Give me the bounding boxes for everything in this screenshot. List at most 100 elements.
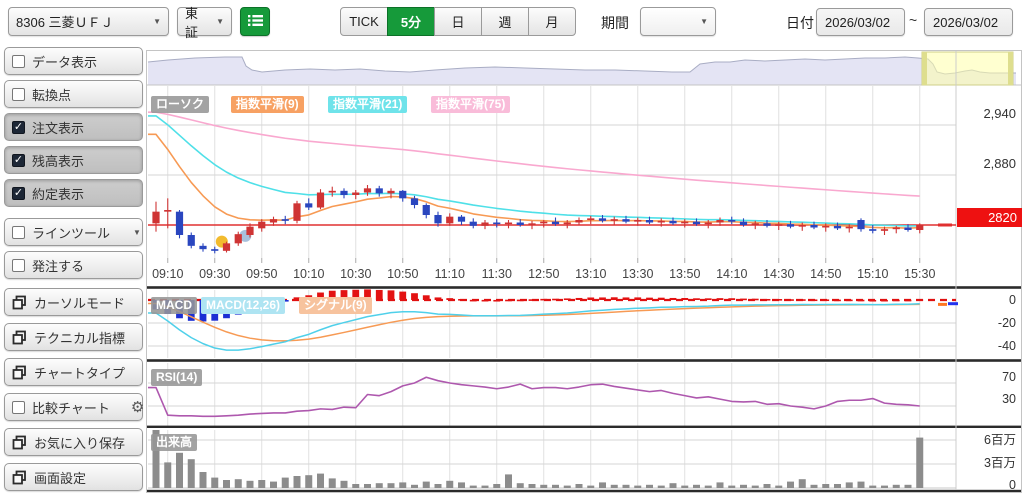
panel-separator	[147, 286, 1021, 289]
sidebar-item-label: お気に入り保存	[34, 435, 126, 451]
legend-main-2: 指数平滑(21)	[328, 96, 408, 113]
ema21-line	[148, 115, 920, 227]
svg-text:10:50: 10:50	[387, 267, 418, 281]
period-selector[interactable]: ▼	[640, 7, 716, 36]
svg-text:09:10: 09:10	[152, 267, 183, 281]
sidebar-item-chart-type[interactable]: チャートタイプ	[4, 358, 143, 386]
checkbox-icon[interactable]: ✓	[12, 186, 25, 200]
sidebar-item-cursor-mode[interactable]: カーソルモード	[4, 288, 143, 316]
date-from-input[interactable]: 2026/03/02	[816, 8, 905, 36]
sidebar-item-label: チャートタイプ	[34, 365, 125, 381]
legend-main-3: 指数平滑(75)	[431, 96, 511, 113]
panel-separator	[147, 359, 1021, 362]
svg-text:10:10: 10:10	[293, 267, 324, 281]
sidebar-item-execution-display[interactable]: ✓ 約定表示	[4, 179, 143, 207]
timeframe-5min[interactable]: 5分	[387, 7, 435, 36]
legend-main-1: 指数平滑(9)	[231, 96, 304, 113]
checkbox-icon[interactable]	[12, 87, 25, 101]
sidebar: データ表示転換点 ✓ 注文表示 ✓ 残高表示 ✓ 約定表示ラインツール ▼ 発注するカーソルモー…	[0, 44, 146, 499]
svg-text:-40: -40	[998, 339, 1016, 353]
list-icon	[247, 13, 264, 31]
date-to-input[interactable]: 2026/03/02	[924, 8, 1013, 36]
checkbox-icon[interactable]	[12, 258, 25, 272]
sidebar-item-line-tool[interactable]: ラインツール ▼	[4, 218, 143, 246]
svg-text:3百万: 3百万	[984, 456, 1016, 470]
svg-text:2,880: 2,880	[983, 156, 1016, 171]
chevron-down-icon: ▼	[153, 17, 161, 26]
chevron-down-icon: ▼	[216, 17, 224, 26]
timeframe-month[interactable]: 月	[528, 7, 576, 36]
sidebar-item-technical-indicator[interactable]: テクニカル指標	[4, 323, 143, 351]
sidebar-item-turning-point[interactable]: 転換点	[4, 80, 143, 108]
svg-text:15:30: 15:30	[904, 267, 935, 281]
layers-icon	[12, 330, 27, 345]
timeframe-tick[interactable]: TICK	[340, 7, 388, 36]
sidebar-item-order-display[interactable]: ✓ 注文表示	[4, 113, 143, 141]
gear-icon[interactable]: ⚙	[130, 398, 145, 416]
stock-list-button[interactable]	[240, 7, 270, 36]
svg-text:13:10: 13:10	[575, 267, 606, 281]
chevron-down-icon: ▼	[700, 17, 708, 26]
volume-panel	[152, 430, 924, 488]
checkbox-icon[interactable]	[12, 54, 25, 68]
sidebar-item-data-display[interactable]: データ表示	[4, 47, 143, 75]
checkbox-icon[interactable]	[12, 225, 25, 239]
checkbox-icon[interactable]: ✓	[12, 120, 25, 134]
legend-macd-0: MACD	[151, 297, 197, 314]
chevron-down-icon[interactable]: ▼	[133, 227, 141, 237]
layers-icon	[12, 365, 27, 380]
sidebar-item-label: ラインツール	[32, 225, 111, 241]
legend-macd-2: シグナル(9)	[299, 297, 372, 314]
ema9-line	[148, 133, 920, 229]
ema75-line	[148, 111, 920, 197]
svg-text:6百万: 6百万	[984, 433, 1016, 447]
navigator-selection[interactable]	[921, 51, 1014, 86]
sidebar-item-label: 残高表示	[32, 153, 85, 169]
candlestick-layer	[152, 185, 924, 254]
navigator	[147, 51, 1021, 86]
checkbox-icon[interactable]: ✓	[12, 153, 25, 167]
sidebar-item-compare-chart[interactable]: 比較チャート ⚙	[4, 393, 145, 421]
navigator-handle-left[interactable]	[922, 52, 927, 85]
sidebar-item-save-favorite[interactable]: お気に入り保存	[4, 428, 143, 456]
checkbox-icon[interactable]	[12, 400, 25, 414]
toolbar: 8306 三菱ＵＦＪ ▼ 東証 ▼ TICK 5分日週月 期間 ▼ 日付 2026…	[0, 0, 1024, 44]
legend-volume: 出来高	[151, 434, 198, 451]
rsi-line	[148, 376, 920, 418]
layers-icon	[12, 295, 27, 310]
svg-text:70: 70	[1002, 370, 1016, 384]
macd-line	[148, 302, 920, 351]
svg-text:12:50: 12:50	[528, 267, 559, 281]
panel-separator	[147, 425, 1021, 428]
svg-text:13:30: 13:30	[622, 267, 653, 281]
sidebar-item-label: 転換点	[32, 87, 72, 103]
date-label: 日付	[786, 15, 814, 31]
current-price-tag: 2820	[957, 208, 1022, 227]
axis-labels: 2,940 2,880 0 -20 -40 70 30 6百万 3百万 0 09:10 09:30 09…	[152, 106, 1016, 492]
stock-selector[interactable]: 8306 三菱ＵＦＪ ▼	[8, 7, 169, 36]
sidebar-item-place-order[interactable]: 発注する	[4, 251, 143, 279]
navigator-handle-right[interactable]	[1008, 52, 1013, 85]
timeframe-day[interactable]: 日	[434, 7, 482, 36]
market-selector[interactable]: 東証 ▼	[177, 6, 232, 40]
sidebar-item-label: 比較チャート	[32, 400, 110, 416]
chart-canvas: 2,940 2,880 0 -20 -40 70 30 6百万 3百万 0 09:10 09:30 09…	[147, 51, 1021, 492]
svg-text:09:30: 09:30	[199, 267, 230, 281]
sidebar-item-balance-display[interactable]: ✓ 残高表示	[4, 146, 143, 174]
chart-region: 2,940 2,880 0 -20 -40 70 30 6百万 3百万 0 09:10 09:30 09…	[146, 50, 1022, 493]
sidebar-item-label: テクニカル指標	[34, 330, 126, 346]
svg-text:11:10: 11:10	[435, 267, 465, 281]
svg-text:09:50: 09:50	[246, 267, 277, 281]
sidebar-item-label: 画面設定	[34, 470, 87, 486]
svg-text:14:30: 14:30	[763, 267, 794, 281]
layers-icon	[12, 435, 27, 450]
timeframe-week[interactable]: 週	[481, 7, 529, 36]
sidebar-item-screen-settings[interactable]: 画面設定	[4, 463, 143, 491]
sidebar-item-label: 注文表示	[32, 120, 85, 136]
svg-text:0: 0	[1009, 293, 1016, 307]
svg-text:14:10: 14:10	[716, 267, 747, 281]
svg-text:30: 30	[1002, 392, 1016, 406]
svg-text:11:30: 11:30	[482, 267, 512, 281]
legend-macd-1: MACD(12,26)	[201, 297, 286, 314]
